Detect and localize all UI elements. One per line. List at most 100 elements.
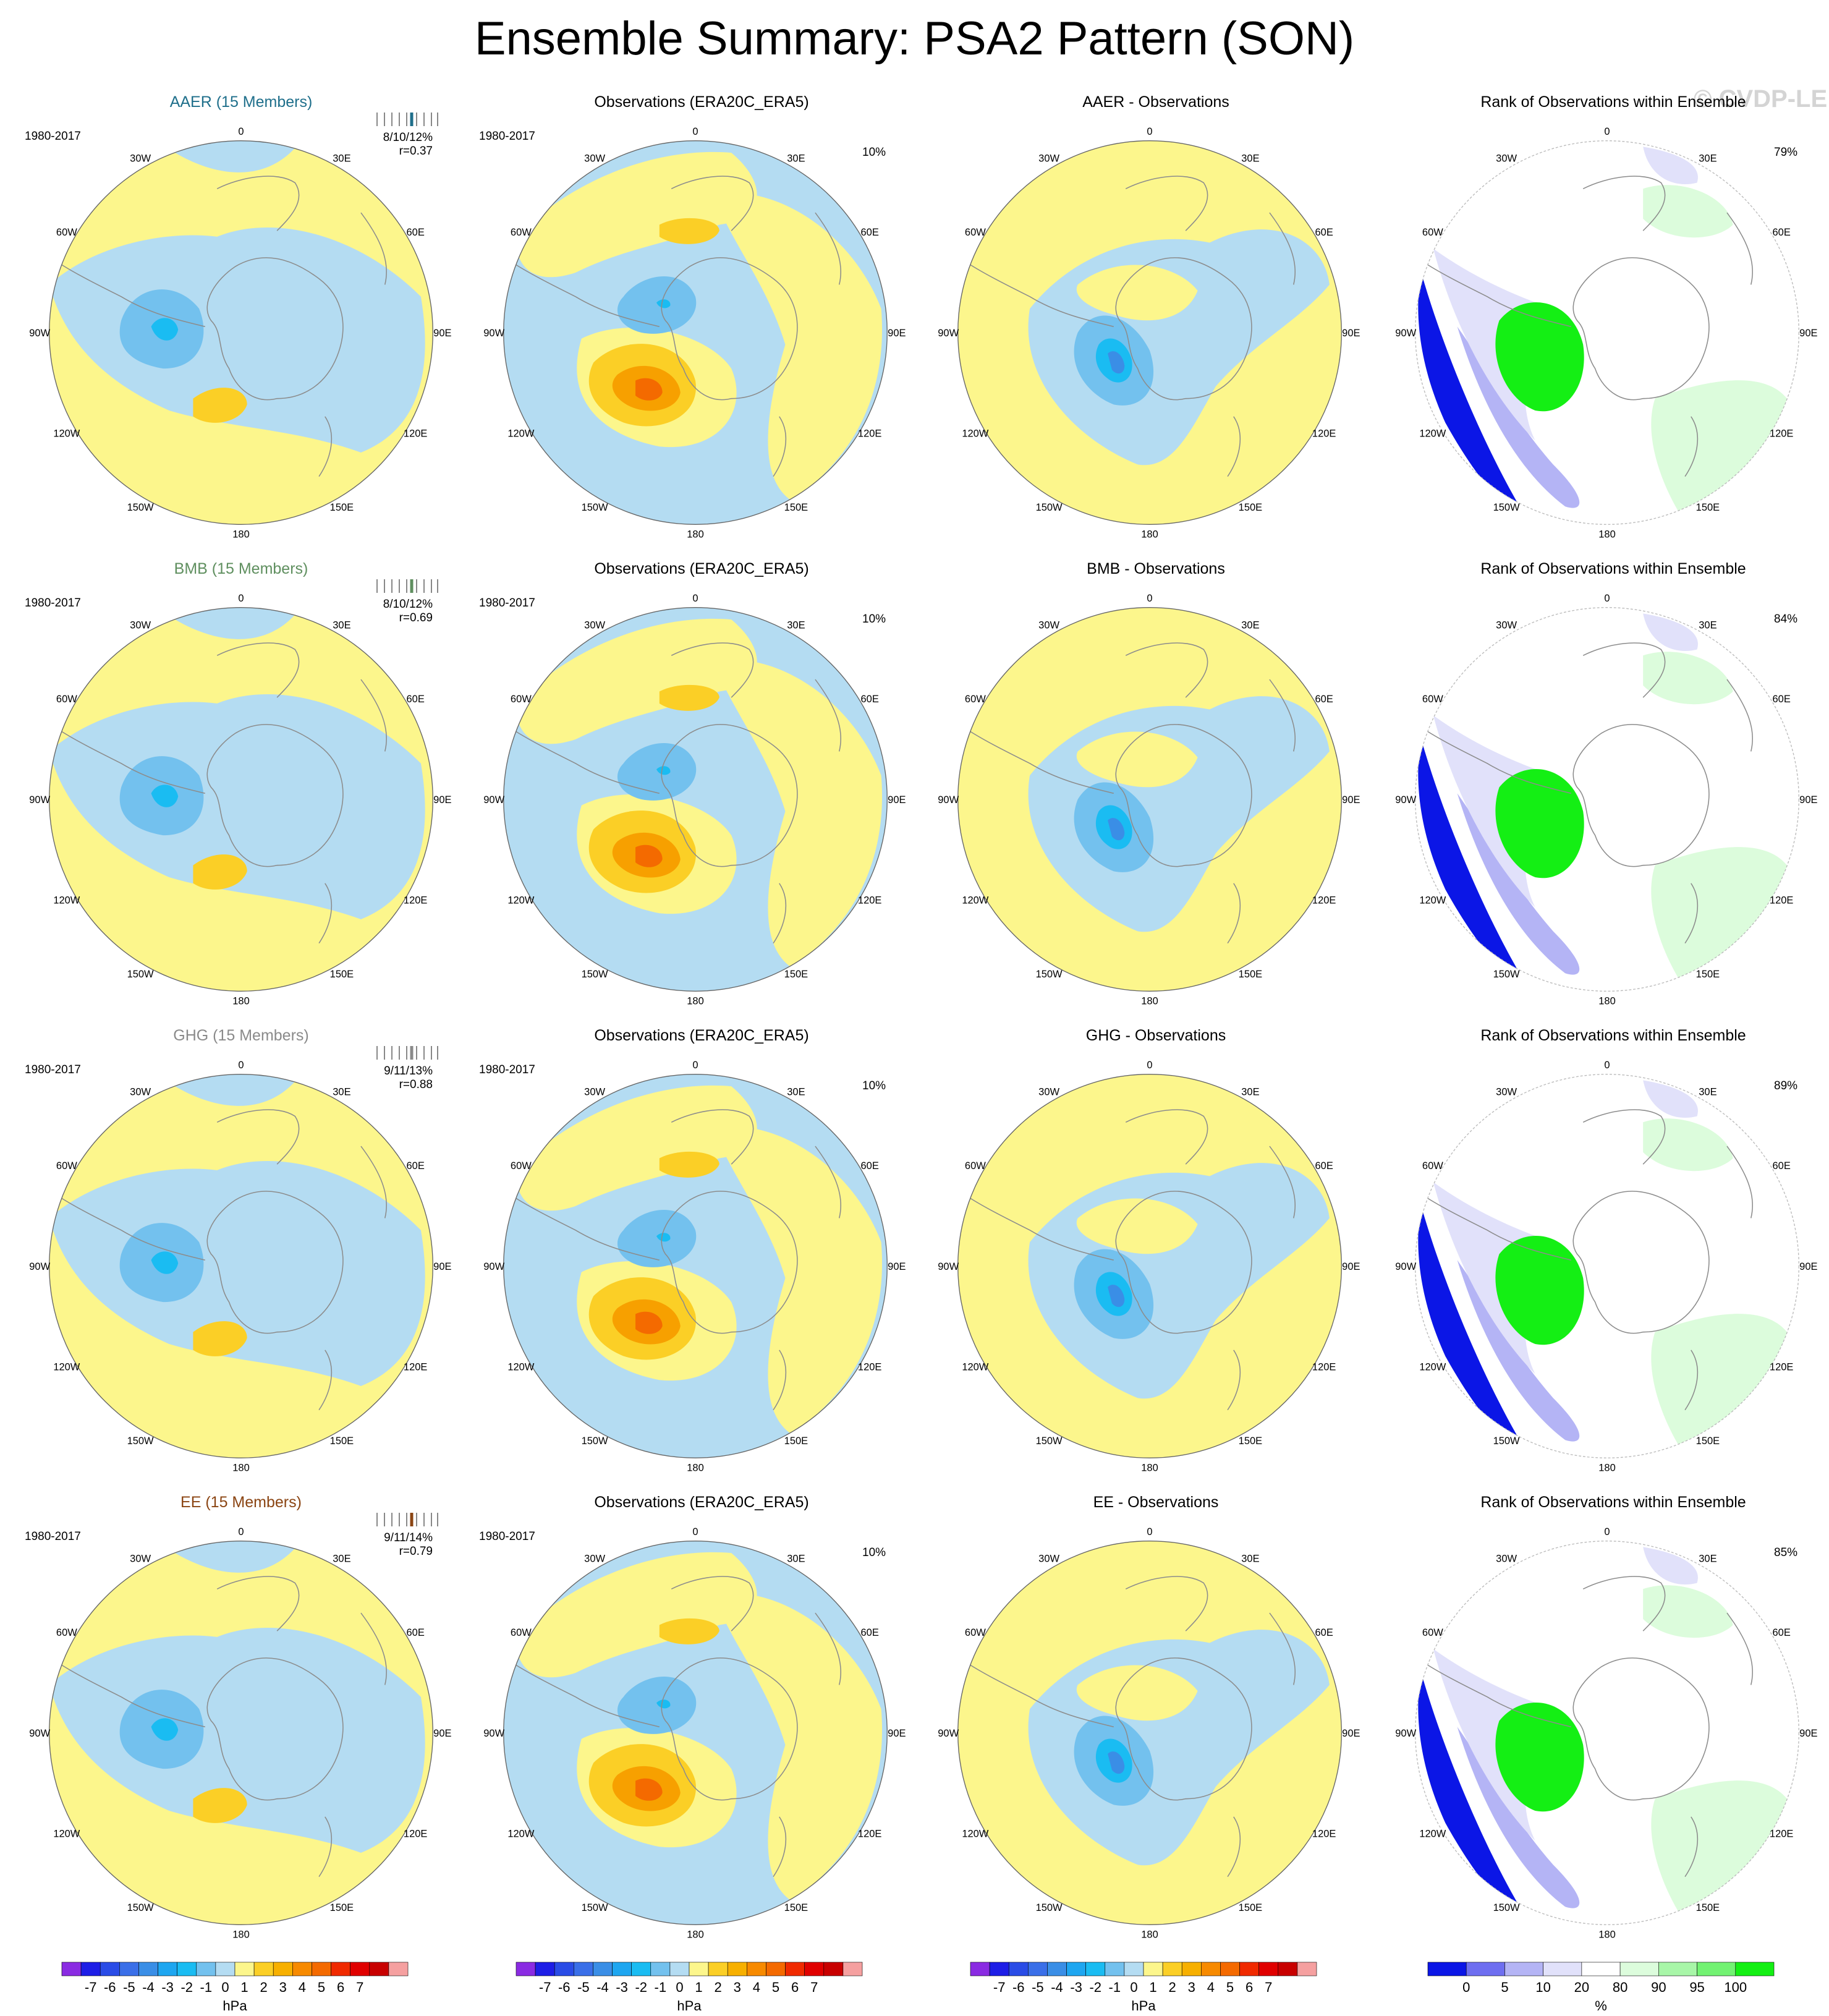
lon-label: 150E [1696,1902,1720,1913]
colorbar-swatch [516,1962,536,1976]
lon-label: 150E [784,1435,808,1447]
colorbar-tick: 5 [318,1980,325,1995]
lon-label: 120E [1770,1829,1793,1840]
lon-label: 120E [404,1829,427,1840]
rank-title: Rank of Observations within Ensemble [1480,1494,1746,1511]
lon-label: 60W [56,694,77,705]
colorbar-swatch [689,1962,709,1976]
colorbar-swatch [1239,1962,1259,1976]
lon-label: 120E [1312,1362,1336,1373]
coastline-secondary [216,1109,388,1411]
colorbar-tick: 2 [260,1980,268,1995]
lon-label: 60E [1773,1160,1791,1172]
lon-label: 90E [888,1728,906,1739]
lon-label: 30W [1496,1087,1517,1098]
lon-label: 150E [1239,502,1262,513]
rank-contour-0 [1418,1673,1524,1913]
lon-label: 0 [1604,1060,1610,1071]
colorbar-tick: 4 [1207,1980,1215,1995]
lon-label: 120E [1312,895,1336,906]
colorbar-tick: -3 [161,1980,174,1995]
lon-label: 90E [1342,328,1360,339]
lon-label: 90W [938,1728,959,1739]
colorbar-tick: 1 [1149,1980,1156,1995]
lon-label: 30W [1038,620,1059,631]
lon-label: 30E [1241,620,1259,631]
lon-label: 90W [938,794,959,806]
colorbar-swatch [1258,1962,1279,1976]
colorbar-swatch [970,1962,990,1976]
lon-label: 180 [687,1929,703,1941]
coastline [963,724,1252,867]
rank-contour-3 [1495,768,1584,878]
lon-label: 90W [1395,1728,1416,1739]
obs-title: Observations (ERA20C_ERA5) [594,1027,809,1044]
lon-label: 120W [1419,428,1446,440]
rank-contour-1 [1457,326,1580,508]
obs-contour-5 [617,276,697,334]
colorbar-swatch [727,1962,747,1976]
lon-label: 120E [1312,1829,1336,1840]
colorbar-tick: 7 [1265,1980,1272,1995]
colorbar-swatch [1124,1962,1144,1976]
lon-label: 60E [1773,694,1791,705]
coastline-secondary [1582,1576,1754,1878]
coastline-secondary [671,1109,842,1411]
lon-label: 120W [962,428,988,440]
model-contour-2 [157,607,301,639]
coastline-secondary [1125,1109,1296,1411]
colorbar-swatch [273,1962,293,1976]
lon-label: 180 [687,1463,703,1474]
lon-label: 120E [1312,428,1336,440]
lon-label: 90W [1395,328,1416,339]
lon-label: 150E [330,969,354,980]
colorbar-swatch [804,1962,825,1976]
stats-block: 8/10/12% r=0.37 [359,131,433,158]
lon-label: 120W [1419,895,1446,906]
rank-map-1: 0 30E 60E 90E 120E 150E 180 150W 120W 90W 60W 30W [1395,593,1817,1007]
lon-label: 120E [1770,1362,1793,1373]
lon-label: 30W [1496,153,1517,164]
lon-label: 90E [888,1261,906,1272]
stats-pct: 8/10/12% [383,598,433,611]
obs-contour-4 [659,1618,719,1644]
obs-contour-4 [659,684,719,711]
member-spread [376,1513,438,1526]
lon-label: 90E [1799,794,1817,806]
rank-contour-1 [1457,1727,1580,1908]
diff-title: BMB - Observations [1087,560,1225,577]
colorbar-obs: -7 -6 -5 -4 -3 -2 -1 0 1 2 3 4 5 6 7 hPa [516,1962,863,2014]
lon-label: 150W [582,1435,608,1447]
lon-label: 60W [1422,1160,1443,1172]
lon-label: 60W [1422,1627,1443,1638]
colorbar-swatch [823,1962,844,1976]
colorbar-tick: -6 [1012,1980,1025,1995]
colorbar-swatch [1105,1962,1125,1976]
lon-label: 180 [687,996,703,1007]
colorbar-swatch [138,1962,158,1976]
lon-label: 30E [787,1554,805,1565]
diff-contour-5 [1108,351,1125,374]
lon-label: 90E [888,328,906,339]
lon-label: 90W [29,328,50,339]
diff-contour-5 [1108,1285,1125,1308]
lon-label: 120W [53,1362,80,1373]
colorbar-tick: 0 [676,1980,683,1995]
model-contour-2 [157,140,301,172]
lon-label: 0 [1604,593,1610,604]
colorbar-swatch [1278,1962,1298,1976]
colorbar-tick: 100 [1724,1980,1747,1995]
coastline [963,257,1252,401]
model-panel-bmb: BMB (15 Members) 1980-2017 8/10/12% r=0.69 0… [25,559,470,1017]
colorbar-swatch [312,1962,331,1976]
colorbar-swatch [1619,1962,1659,1976]
lon-label: 120E [1770,428,1793,440]
lon-label: 150E [1696,502,1720,513]
obs-contour-5 [617,1209,697,1267]
model-title: BMB (15 Members) [174,560,308,577]
lon-label: 60W [511,1627,532,1638]
lon-label: 30E [1699,1554,1717,1565]
colorbar-tick: 10 [1535,1980,1550,1995]
obs-contour-9 [635,378,663,401]
colorbar-swatch [1735,1962,1775,1976]
